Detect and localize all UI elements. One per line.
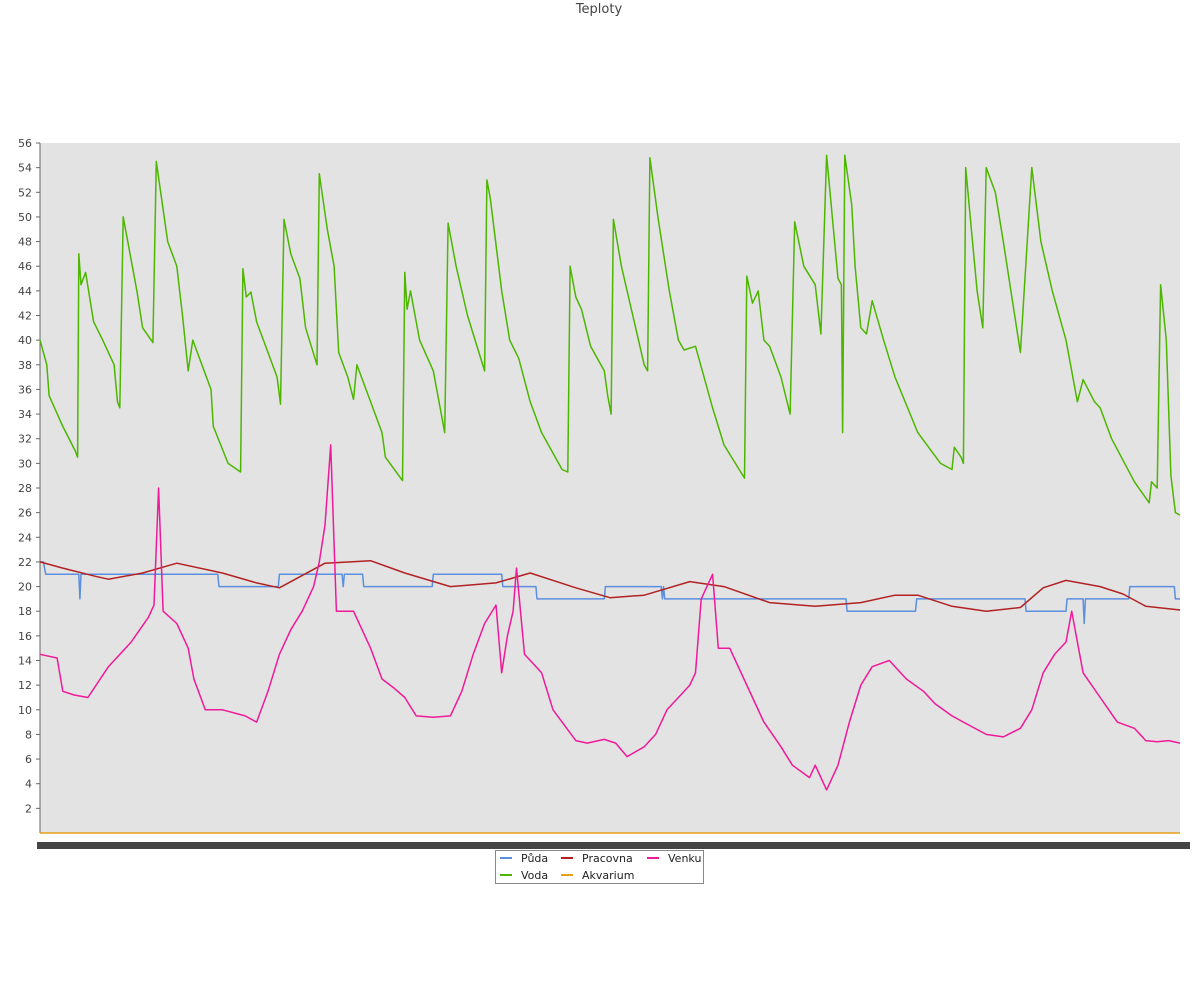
series-line-0 — [40, 561, 1180, 625]
legend-item-venku: Venku — [647, 852, 701, 868]
legend-label-puda: Půda — [521, 852, 549, 865]
y-tick-label: 54 — [18, 162, 32, 175]
legend-item-akvarium: Akvarium — [561, 869, 634, 885]
legend-swatch-voda — [500, 874, 512, 876]
y-tick-label: 56 — [18, 137, 32, 150]
legend-swatch-puda — [500, 857, 512, 859]
y-tick-label: 26 — [18, 507, 32, 520]
y-tick-label: 44 — [18, 285, 32, 298]
legend-swatch-akvarium — [561, 874, 573, 876]
x-axis — [37, 832, 1190, 849]
y-axis: 2468101214161820222426283032343638404244… — [18, 137, 41, 833]
legend-label-voda: Voda — [521, 869, 549, 882]
y-tick-label: 22 — [18, 556, 32, 569]
x-tick-labels-band — [37, 842, 1190, 849]
y-tick-label: 42 — [18, 310, 32, 323]
legend-item-voda: Voda — [500, 869, 548, 885]
series-line-1 — [39, 154, 1181, 516]
y-tick-label: 24 — [18, 531, 32, 544]
y-tick-label: 38 — [18, 359, 32, 372]
y-tick-label: 46 — [18, 260, 32, 273]
y-tick-label: 4 — [25, 778, 32, 791]
y-tick-label: 30 — [18, 457, 32, 470]
y-tick-label: 34 — [18, 408, 32, 421]
y-tick-label: 12 — [18, 679, 32, 692]
legend-label-venku: Venku — [668, 852, 702, 865]
chart-title: Teploty — [575, 2, 623, 17]
y-tick-label: 52 — [18, 186, 32, 199]
y-tick-label: 32 — [18, 433, 32, 446]
y-tick-label: 20 — [18, 581, 32, 594]
series-layer — [39, 154, 1181, 834]
y-tick-label: 28 — [18, 482, 32, 495]
y-tick-label: 2 — [25, 802, 32, 815]
legend-label-akvarium: Akvarium — [582, 869, 635, 882]
y-tick-label: 10 — [18, 704, 32, 717]
y-tick-label: 40 — [18, 334, 32, 347]
y-tick-label: 8 — [25, 728, 32, 741]
y-tick-label: 48 — [18, 236, 32, 249]
legend-label-pracovna: Pracovna — [582, 852, 633, 865]
y-tick-label: 50 — [18, 211, 32, 224]
y-tick-label: 18 — [18, 605, 32, 618]
legend-item-pracovna: Pracovna — [561, 852, 633, 868]
y-tick-label: 14 — [18, 655, 32, 668]
y-tick-label: 16 — [18, 630, 32, 643]
series-line-2 — [39, 559, 1181, 612]
y-tick-label: 36 — [18, 383, 32, 396]
legend-swatch-venku — [647, 857, 659, 859]
series-line-4 — [39, 444, 1181, 791]
legend-swatch-pracovna — [561, 857, 573, 859]
legend-item-puda: Půda — [500, 852, 548, 868]
legend: Půda Voda Pracovna Akvarium Venku — [495, 850, 704, 884]
plot-area — [40, 143, 1180, 833]
y-tick-label: 6 — [25, 753, 32, 766]
